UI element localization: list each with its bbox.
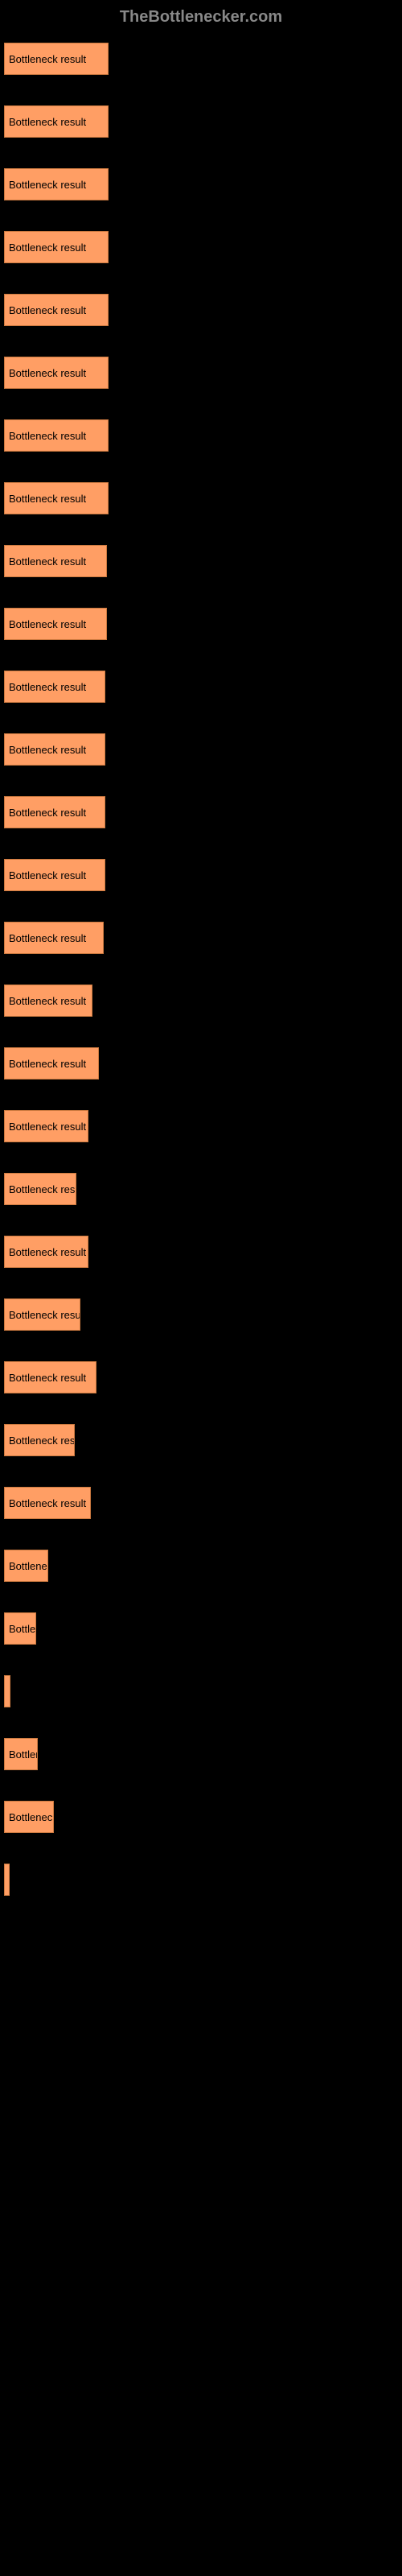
bar-row: Bottleneck result xyxy=(4,733,398,766)
bar: Bottleneck result xyxy=(4,671,105,703)
bar-row: Bottleneck result xyxy=(4,1424,398,1456)
bar-row: Bottleneck result xyxy=(4,608,398,640)
bar: Bottleneck result xyxy=(4,294,109,326)
bar-label: Bottleneck result xyxy=(9,618,86,630)
bar-row: Bottleneck result xyxy=(4,231,398,263)
bar-label: Bottleneck result xyxy=(9,1309,80,1321)
bar-row: Bottleneck result xyxy=(4,294,398,326)
bar: Bottleneck result xyxy=(4,733,105,766)
bar-label: Bottleneck result xyxy=(9,1874,10,1886)
bar-row: Bottleneck result xyxy=(4,1173,398,1205)
bar: Bottleneck result xyxy=(4,1487,91,1519)
bar-row: Bottleneck result xyxy=(4,1738,398,1770)
bar: Bottleneck result xyxy=(4,1801,54,1833)
bar-label: Bottleneck result xyxy=(9,1748,38,1761)
bar-row: Bottleneck result xyxy=(4,1047,398,1080)
bar: Bottleneck result xyxy=(4,922,104,954)
bar-label: Bottleneck result xyxy=(9,1811,54,1823)
bar-label: Bottleneck result xyxy=(9,1121,86,1133)
bar: Bottleneck result xyxy=(4,1864,10,1896)
bar-label: Bottleneck result xyxy=(9,869,86,881)
bar: Bottleneck result xyxy=(4,168,109,200)
bar: Bottleneck result xyxy=(4,1047,99,1080)
bar-row: Bottleneck result xyxy=(4,1550,398,1582)
bar-label: Bottleneck result xyxy=(9,116,86,128)
bar-row: Bottleneck result xyxy=(4,105,398,138)
bar-label: Bottleneck result xyxy=(9,493,86,505)
bar-row: Bottleneck result xyxy=(4,671,398,703)
bar-row: Bottleneck result xyxy=(4,1487,398,1519)
bar: Bottleneck result xyxy=(4,545,107,577)
bar-row: Bottleneck result xyxy=(4,482,398,514)
bar: Bottleneck result xyxy=(4,482,109,514)
bar: Bottleneck result xyxy=(4,1173,76,1205)
bar-label: Bottleneck result xyxy=(9,681,86,693)
bar-row: Bottleneck result xyxy=(4,357,398,389)
bar-label: Bottleneck result xyxy=(9,1183,76,1195)
bar: Bottleneck result xyxy=(4,1236,88,1268)
bar-label: Bottleneck result xyxy=(9,1246,86,1258)
bar-label: Bottleneck result xyxy=(9,1560,48,1572)
site-header: TheBottlenecker.com xyxy=(0,8,402,27)
bar: Bottleneck result xyxy=(4,43,109,75)
bar-label: Bottleneck result xyxy=(9,430,86,442)
bar: Bottleneck result xyxy=(4,985,92,1017)
bar-label: Bottleneck result xyxy=(9,744,86,756)
bar-label: Bottleneck result xyxy=(9,555,86,568)
bar: Bottleneck result xyxy=(4,231,109,263)
bar: Bottleneck result xyxy=(4,1361,96,1393)
bar-row: Bottleneck result xyxy=(4,419,398,452)
bar-label: Bottleneck result xyxy=(9,1372,86,1384)
bar-row: Bottleneck result xyxy=(4,1675,398,1707)
bar-row: Bottleneck result xyxy=(4,545,398,577)
bar: Bottleneck result xyxy=(4,357,109,389)
bar: Bottleneck result xyxy=(4,419,109,452)
bar-row: Bottleneck result xyxy=(4,43,398,75)
bar-row: Bottleneck result xyxy=(4,1298,398,1331)
bar-label: Bottleneck result xyxy=(9,1623,36,1635)
bar: Bottleneck result xyxy=(4,1424,75,1456)
bar-label: Bottleneck result xyxy=(9,1686,10,1698)
bar-row: Bottleneck result xyxy=(4,922,398,954)
bar: Bottleneck result xyxy=(4,1110,88,1142)
bar-row: Bottleneck result xyxy=(4,985,398,1017)
bar-label: Bottleneck result xyxy=(9,807,86,819)
bar-row: Bottleneck result xyxy=(4,796,398,828)
header-title: TheBottlenecker.com xyxy=(120,8,282,26)
bar-row: Bottleneck result xyxy=(4,1361,398,1393)
bar-row: Bottleneck result xyxy=(4,1236,398,1268)
bar-row: Bottleneck result xyxy=(4,168,398,200)
bar-row: Bottleneck result xyxy=(4,1612,398,1645)
bar-label: Bottleneck result xyxy=(9,1497,86,1509)
bar-label: Bottleneck result xyxy=(9,995,86,1007)
bar-chart: Bottleneck result Bottleneck result Bottle… xyxy=(0,43,402,1896)
bar: Bottleneck result xyxy=(4,608,107,640)
bar-label: Bottleneck result xyxy=(9,1435,75,1447)
bar-row: Bottleneck result xyxy=(4,859,398,891)
bar-label: Bottleneck result xyxy=(9,242,86,254)
bar-label: Bottleneck result xyxy=(9,932,86,944)
bar: Bottleneck result xyxy=(4,1298,80,1331)
bar-label: Bottleneck result xyxy=(9,304,86,316)
bar: Bottleneck result xyxy=(4,1612,36,1645)
bar-row: Bottleneck result xyxy=(4,1110,398,1142)
bar-label: Bottleneck result xyxy=(9,1058,86,1070)
bar-row: Bottleneck result xyxy=(4,1801,398,1833)
bar: Bottleneck result xyxy=(4,859,105,891)
bar: Bottleneck result xyxy=(4,105,109,138)
bar: Bottleneck result xyxy=(4,1738,38,1770)
bar: Bottleneck result xyxy=(4,1550,48,1582)
bar-label: Bottleneck result xyxy=(9,179,86,191)
bar: Bottleneck result xyxy=(4,796,105,828)
bar-label: Bottleneck result xyxy=(9,53,86,65)
bar-row: Bottleneck result xyxy=(4,1864,398,1896)
bar-label: Bottleneck result xyxy=(9,367,86,379)
bar: Bottleneck result xyxy=(4,1675,10,1707)
